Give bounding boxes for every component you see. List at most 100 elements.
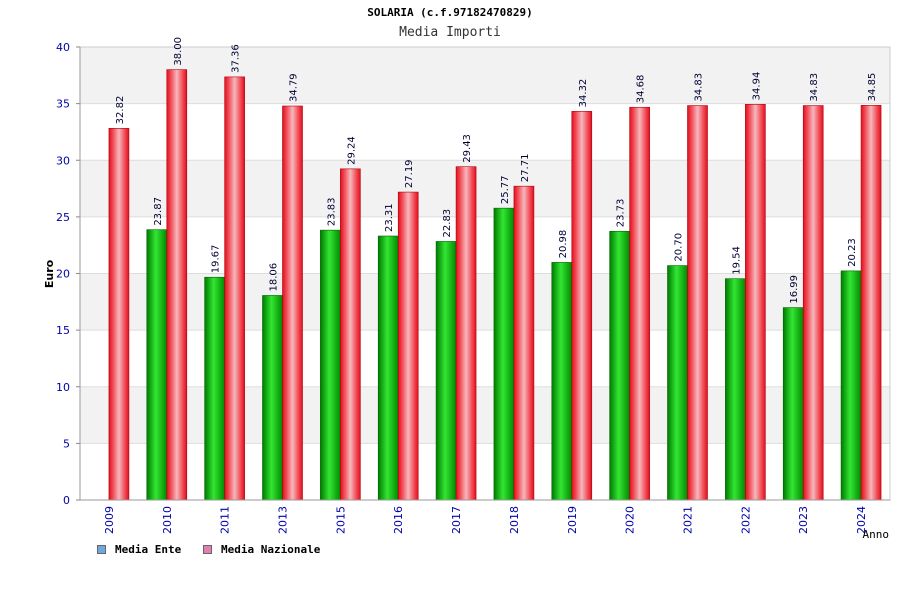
data-label: 29.43 xyxy=(462,134,473,163)
x-tick-label: 2016 xyxy=(392,506,405,534)
data-label: 29.24 xyxy=(346,136,357,165)
bar-media-nazionale xyxy=(571,111,593,501)
plot-band xyxy=(80,273,890,331)
bar-media-ente xyxy=(320,229,341,501)
y-tick-label: 10 xyxy=(56,381,70,394)
bars-layer xyxy=(108,69,882,501)
bar-media-nazionale xyxy=(687,105,708,501)
bar-media-ente xyxy=(493,207,515,501)
legend-item-ente: Media Ente xyxy=(97,543,181,556)
legend-item-nazionale: Media Nazionale xyxy=(203,543,320,556)
data-label: 18.06 xyxy=(269,263,280,292)
data-labels-layer: 32.82 23.87 38.00 19.67 37.36 18.06 34.79 23.83… xyxy=(115,37,878,304)
bar-media-ente xyxy=(782,307,804,501)
bar-media-ente xyxy=(377,235,399,501)
bar-media-nazionale xyxy=(166,69,188,501)
x-tick-label: 2022 xyxy=(739,506,752,534)
bar-media-nazionale xyxy=(108,128,130,501)
bar-media-ente xyxy=(840,270,862,501)
x-tick-label: 2024 xyxy=(855,506,868,534)
plot-band xyxy=(80,103,890,161)
plot-band xyxy=(80,386,890,444)
x-tick-label: 2020 xyxy=(624,506,637,534)
data-label: 23.87 xyxy=(153,197,164,226)
bar-media-nazionale xyxy=(860,105,882,501)
data-label: 37.36 xyxy=(231,44,242,73)
x-tick-label: 2010 xyxy=(161,506,174,534)
bar-media-ente xyxy=(725,278,746,501)
bar-media-ente xyxy=(551,262,573,501)
data-label: 27.19 xyxy=(404,159,415,188)
data-label: 16.99 xyxy=(789,275,800,304)
data-label: 20.98 xyxy=(558,230,569,259)
y-tick-label: 25 xyxy=(56,211,70,224)
x-tick-label: 2017 xyxy=(450,506,463,534)
x-tick-label: 2018 xyxy=(508,506,521,534)
plot-band xyxy=(80,330,890,387)
data-label: 23.31 xyxy=(384,203,395,232)
bar-media-ente xyxy=(667,265,688,501)
axes-layer: 0 5 10 15 20 25 30 35 40 2009 2010 2011 2013 2015 2016… xyxy=(56,41,890,534)
bar-media-nazionale xyxy=(224,76,245,501)
plot-band xyxy=(80,47,890,104)
bar-media-nazionale xyxy=(513,185,535,501)
data-label: 34.94 xyxy=(751,72,762,101)
y-axis-label: Euro xyxy=(43,259,56,288)
data-label: 34.79 xyxy=(289,73,300,102)
x-tick-label: 2009 xyxy=(103,506,116,534)
bar-media-nazionale xyxy=(455,166,477,501)
bar-media-nazionale xyxy=(802,105,824,501)
x-axis-label: Anno xyxy=(863,528,890,541)
y-tick-label: 35 xyxy=(56,98,70,111)
plot-band xyxy=(80,216,890,274)
y-tick-label: 15 xyxy=(56,324,70,337)
bar-media-ente xyxy=(262,295,283,501)
bar-media-nazionale xyxy=(282,105,303,501)
data-label: 23.83 xyxy=(326,197,337,226)
legend-swatch-nazionale xyxy=(203,545,212,554)
plot-background xyxy=(79,46,891,501)
x-tick-label: 2011 xyxy=(219,506,232,534)
x-tick-label: 2015 xyxy=(334,506,347,534)
bar-media-ente xyxy=(435,241,457,501)
legend-label-nazionale: Media Nazionale xyxy=(221,543,321,556)
data-label: 20.70 xyxy=(674,233,685,262)
data-label: 27.71 xyxy=(520,154,531,183)
data-label: 19.67 xyxy=(211,245,222,274)
data-label: 34.85 xyxy=(867,73,878,102)
y-tick-label: 20 xyxy=(56,268,70,281)
bar-media-ente xyxy=(609,230,630,501)
data-label: 22.83 xyxy=(442,209,453,238)
y-tick-label: 30 xyxy=(56,154,70,167)
y-tick-label: 40 xyxy=(56,41,70,54)
data-label: 19.54 xyxy=(731,246,742,275)
data-label: 38.00 xyxy=(173,37,184,66)
data-label: 34.68 xyxy=(636,75,647,104)
bar-media-nazionale xyxy=(629,106,650,501)
x-tick-label: 2019 xyxy=(566,506,579,534)
data-label: 20.23 xyxy=(847,238,858,267)
y-tick-label: 5 xyxy=(63,437,70,450)
bar-media-ente xyxy=(204,276,225,501)
bar-media-ente xyxy=(146,229,168,501)
plot-band xyxy=(80,160,890,217)
data-label: 32.82 xyxy=(115,96,126,125)
chart-title: SOLARIA (c.f.97182470829) xyxy=(367,6,533,19)
legend-label-ente: Media Ente xyxy=(115,543,182,556)
bar-media-nazionale xyxy=(397,191,419,501)
chart-subtitle: Media Importi xyxy=(399,25,501,40)
data-label: 34.32 xyxy=(578,79,589,108)
data-label: 34.83 xyxy=(809,73,820,102)
legend-swatch-ente xyxy=(97,545,106,554)
bar-media-nazionale xyxy=(340,168,361,501)
y-tick-label: 0 xyxy=(63,494,70,507)
x-tick-label: 2013 xyxy=(277,506,290,534)
x-tick-label: 2021 xyxy=(682,506,695,534)
data-label: 23.73 xyxy=(616,199,627,228)
data-label: 34.83 xyxy=(694,73,705,102)
plot-band xyxy=(80,443,890,500)
data-label: 25.77 xyxy=(500,176,511,205)
x-tick-label: 2023 xyxy=(797,506,810,534)
bar-media-nazionale xyxy=(745,104,766,501)
